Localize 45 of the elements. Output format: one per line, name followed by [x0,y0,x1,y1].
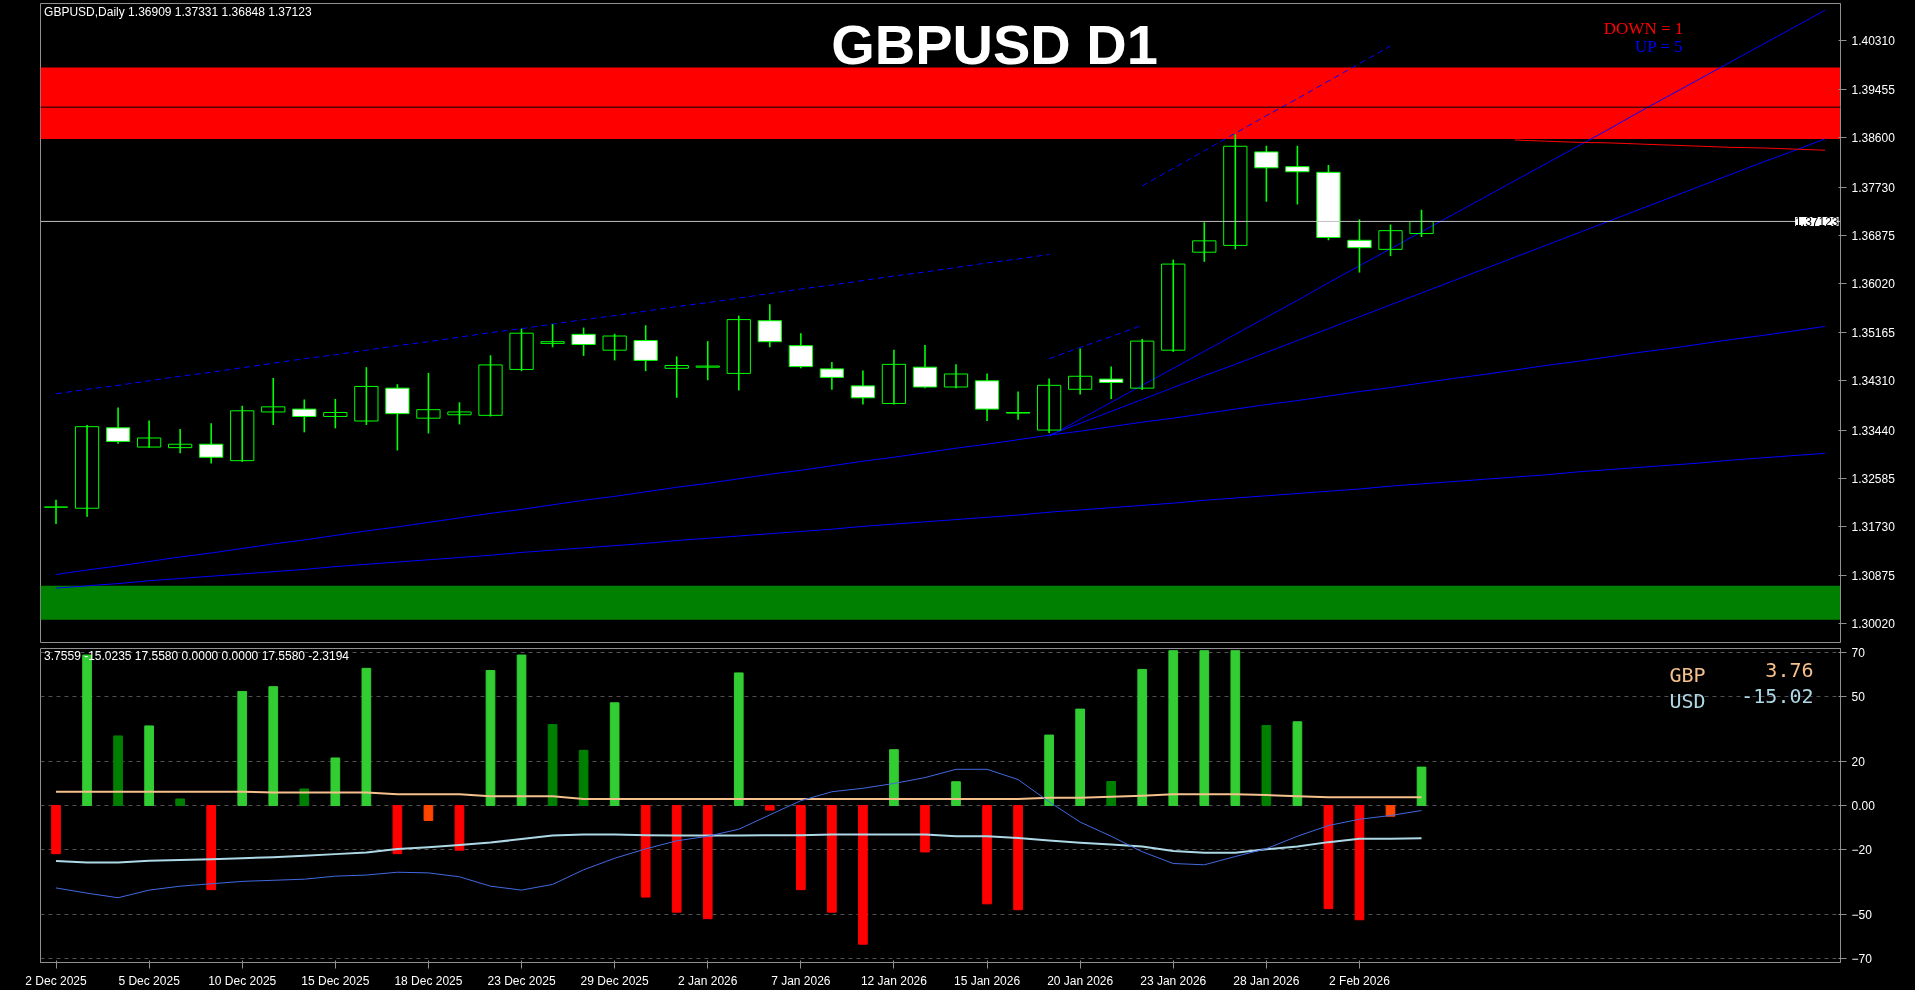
x-tick-label: 15 Jan 2026 [954,973,1021,988]
y-tick-label: 1.34310 [1851,374,1896,389]
y-tick-label: 20 [1851,755,1866,770]
x-tick-label: 12 Jan 2026 [860,973,928,988]
x-tick-label: 18 Dec 2025 [394,973,463,988]
y-tick-label: 1.30875 [1851,568,1896,583]
x-tick-label: 2 Feb 2026 [1329,973,1391,988]
y-tick-label: 1.40310 [1851,34,1896,49]
chart-title: GBPUSD D1 [831,13,1158,77]
annotation: UP = 5 [1634,37,1683,57]
x-tick-label: 2 Dec 2025 [25,973,88,988]
x-tick-label: 15 Dec 2025 [301,973,370,988]
text: GBP [1669,662,1706,687]
annotation: 3.76 [1765,657,1814,682]
y-tick-label: 1.36020 [1851,277,1896,292]
x-tick-label: 20 Jan 2026 [1047,973,1114,988]
annotation: GBPUSD,Daily 1.36909 1.37331 1.36848 1.37123 [44,5,312,20]
ref-line-label: 1.37123 [1795,214,1839,229]
y-tick-label: 1.39455 [1851,82,1896,97]
x-tick-label: 28 Jan 2026 [1233,973,1300,988]
x-tick-label: 23 Dec 2025 [487,973,556,988]
y-tick-label: −20 [1851,842,1873,857]
y-tick-label: −50 [1851,908,1873,923]
x-tick-label: 29 Dec 2025 [580,973,649,988]
y-tick-label: 1.37730 [1851,180,1896,195]
x-tick-label: 23 Jan 2026 [1140,973,1207,988]
y-tick-label: 1.36875 [1851,228,1896,243]
y-tick-label: 1.31730 [1851,520,1896,535]
annotation: -15.02 [1741,684,1814,709]
y-tick-label: −70 [1851,951,1873,966]
y-tick-label: 0.00 [1851,799,1876,813]
annotation: DOWN = 1 [1603,19,1684,39]
text: USD [1669,689,1706,714]
y-tick-label: 1.33440 [1851,423,1896,438]
y-tick-label: 50 [1851,689,1866,704]
y-tick-label: 1.38600 [1851,131,1896,146]
y-tick-label: 1.32585 [1851,472,1896,486]
y-tick-label: 70 [1851,646,1866,661]
y-tick-label: 1.35165 [1851,325,1896,340]
x-tick-label: 2 Jan 2026 [678,973,738,988]
x-tick-label: 10 Dec 2025 [208,973,277,988]
annotation: 3.7559 -15.0235 17.5580 0.0000 0.0000 17.5580 -2.3194 [44,649,350,664]
x-tick-label: 5 Dec 2025 [118,973,181,988]
x-tick-label: 7 Jan 2026 [771,973,831,988]
y-tick-label: 1.30020 [1851,617,1896,632]
